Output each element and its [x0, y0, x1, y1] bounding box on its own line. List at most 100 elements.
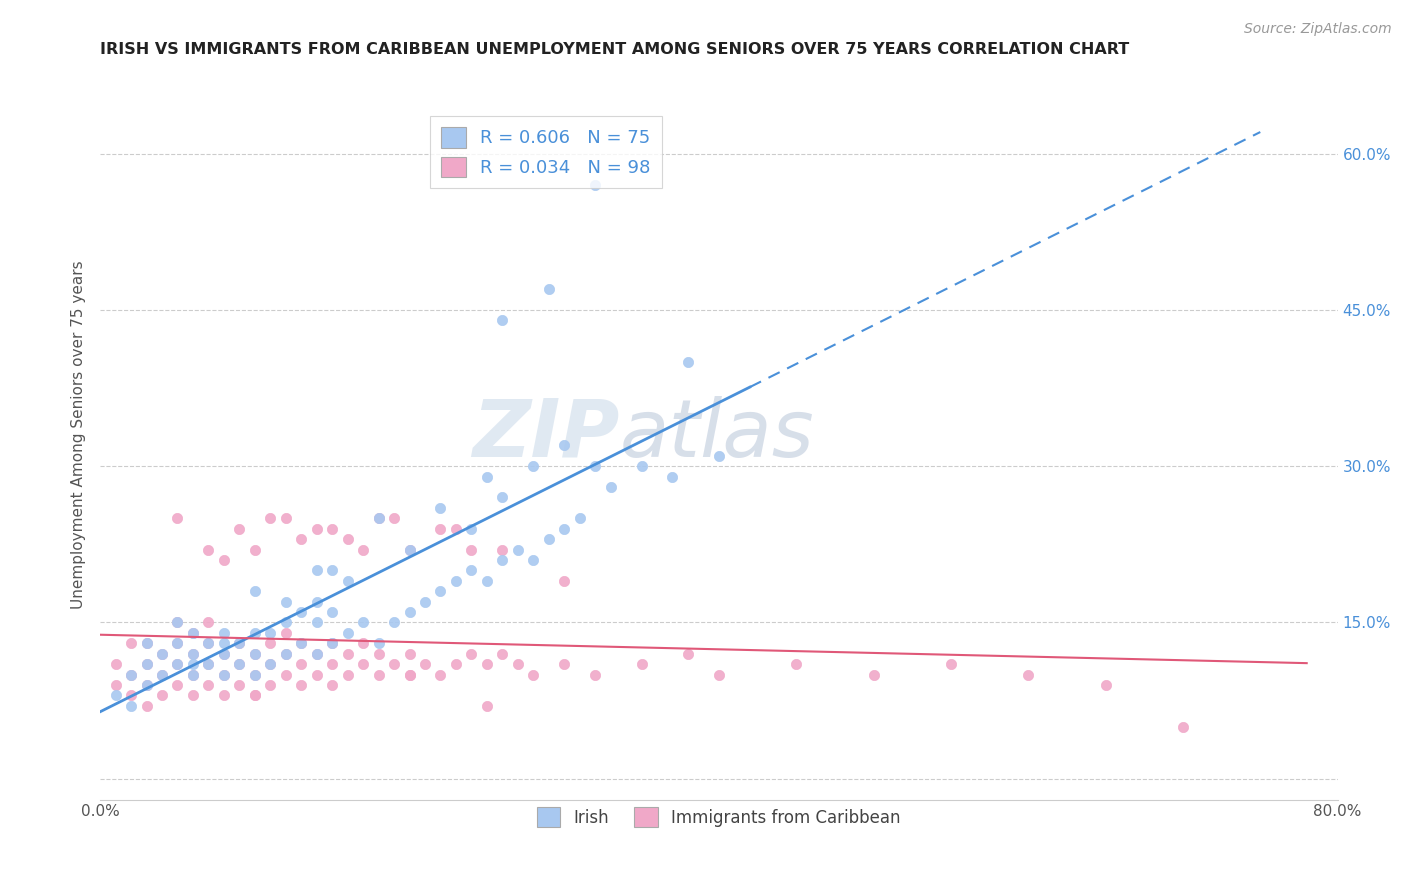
- Point: [862, 667, 884, 681]
- Point: [352, 636, 374, 650]
- Point: [305, 647, 328, 661]
- Point: [150, 667, 173, 681]
- Point: [243, 667, 266, 681]
- Point: [181, 647, 204, 661]
- Point: [444, 657, 467, 672]
- Point: [181, 625, 204, 640]
- Point: [120, 667, 142, 681]
- Point: [460, 647, 482, 661]
- Point: [491, 313, 513, 327]
- Point: [491, 542, 513, 557]
- Point: [243, 647, 266, 661]
- Point: [166, 615, 188, 630]
- Point: [676, 647, 699, 661]
- Point: [1017, 667, 1039, 681]
- Point: [290, 657, 312, 672]
- Point: [352, 615, 374, 630]
- Point: [321, 605, 343, 619]
- Point: [321, 636, 343, 650]
- Point: [321, 678, 343, 692]
- Point: [382, 657, 405, 672]
- Point: [197, 657, 219, 672]
- Point: [475, 469, 498, 483]
- Text: atlas: atlas: [620, 396, 814, 474]
- Point: [583, 178, 606, 192]
- Point: [336, 532, 359, 546]
- Point: [197, 636, 219, 650]
- Point: [398, 667, 420, 681]
- Point: [212, 667, 235, 681]
- Point: [321, 522, 343, 536]
- Point: [228, 657, 250, 672]
- Point: [259, 678, 281, 692]
- Point: [491, 647, 513, 661]
- Point: [630, 459, 652, 474]
- Point: [120, 698, 142, 713]
- Point: [243, 689, 266, 703]
- Point: [367, 636, 389, 650]
- Point: [352, 657, 374, 672]
- Point: [243, 647, 266, 661]
- Point: [166, 511, 188, 525]
- Point: [212, 625, 235, 640]
- Point: [336, 625, 359, 640]
- Point: [305, 667, 328, 681]
- Point: [305, 647, 328, 661]
- Point: [413, 594, 436, 608]
- Point: [228, 678, 250, 692]
- Point: [785, 657, 807, 672]
- Point: [336, 647, 359, 661]
- Point: [197, 636, 219, 650]
- Point: [135, 636, 157, 650]
- Point: [104, 689, 127, 703]
- Point: [166, 657, 188, 672]
- Point: [181, 667, 204, 681]
- Point: [120, 636, 142, 650]
- Point: [243, 542, 266, 557]
- Point: [444, 574, 467, 588]
- Point: [135, 657, 157, 672]
- Point: [537, 282, 560, 296]
- Point: [475, 698, 498, 713]
- Point: [522, 667, 544, 681]
- Point: [1171, 720, 1194, 734]
- Point: [522, 553, 544, 567]
- Point: [120, 689, 142, 703]
- Point: [352, 542, 374, 557]
- Point: [321, 636, 343, 650]
- Point: [197, 657, 219, 672]
- Point: [336, 667, 359, 681]
- Point: [553, 438, 575, 452]
- Point: [259, 511, 281, 525]
- Point: [537, 532, 560, 546]
- Point: [274, 625, 297, 640]
- Point: [181, 657, 204, 672]
- Point: [661, 469, 683, 483]
- Point: [290, 532, 312, 546]
- Point: [259, 657, 281, 672]
- Legend: Irish, Immigrants from Caribbean: Irish, Immigrants from Caribbean: [529, 799, 908, 835]
- Point: [274, 511, 297, 525]
- Point: [197, 615, 219, 630]
- Point: [181, 689, 204, 703]
- Point: [274, 615, 297, 630]
- Point: [243, 625, 266, 640]
- Text: Source: ZipAtlas.com: Source: ZipAtlas.com: [1244, 22, 1392, 37]
- Point: [150, 689, 173, 703]
- Point: [212, 553, 235, 567]
- Point: [553, 522, 575, 536]
- Text: ZIP: ZIP: [472, 396, 620, 474]
- Point: [181, 625, 204, 640]
- Point: [243, 584, 266, 599]
- Point: [382, 615, 405, 630]
- Point: [398, 605, 420, 619]
- Point: [259, 636, 281, 650]
- Point: [197, 678, 219, 692]
- Point: [444, 522, 467, 536]
- Point: [181, 647, 204, 661]
- Point: [212, 667, 235, 681]
- Point: [398, 667, 420, 681]
- Point: [398, 647, 420, 661]
- Point: [506, 657, 529, 672]
- Point: [367, 667, 389, 681]
